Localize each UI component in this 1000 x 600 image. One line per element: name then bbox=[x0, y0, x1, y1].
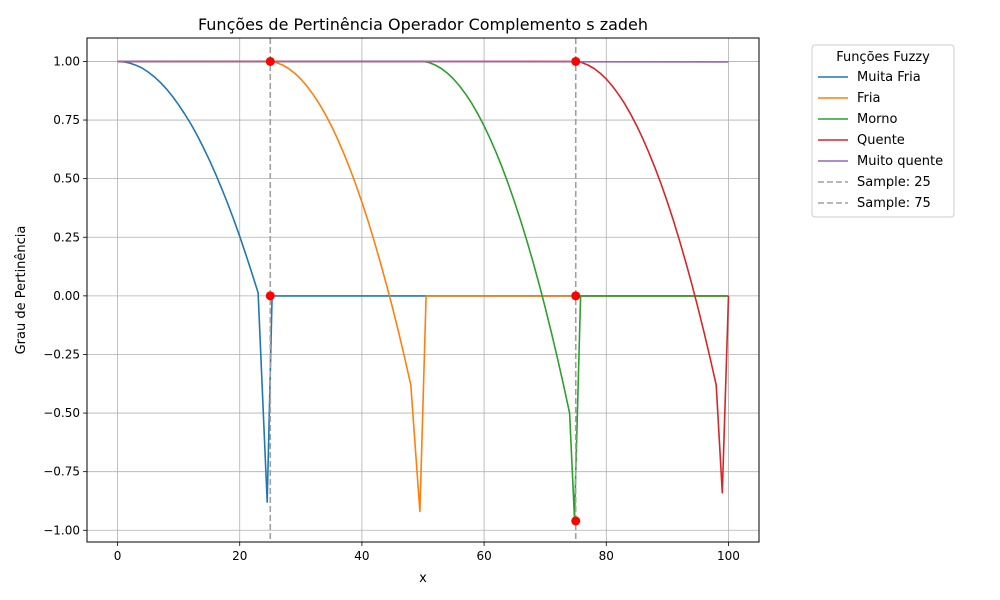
sample-point-marker bbox=[571, 56, 581, 66]
x-tick-label: 0 bbox=[114, 549, 122, 563]
legend-label: Quente bbox=[857, 133, 905, 148]
series-line-muita-fria bbox=[117, 60, 729, 503]
x-tick-label: 80 bbox=[599, 549, 614, 563]
y-tick-label: −0.50 bbox=[43, 406, 80, 420]
legend: Funções Fuzzy Muita FriaFriaMornoQuenteM… bbox=[811, 44, 955, 218]
y-tick-label: 0.50 bbox=[53, 172, 80, 186]
y-tick-label: 0.00 bbox=[53, 289, 80, 303]
legend-label: Muita Fria bbox=[857, 70, 921, 85]
x-tick-label: 100 bbox=[717, 549, 740, 563]
series-line-muito-quente bbox=[117, 60, 729, 63]
chart-title: Funções de Pertinência Operador Compleme… bbox=[198, 15, 648, 34]
series-group bbox=[117, 60, 730, 520]
legend-label: Muito quente bbox=[857, 154, 943, 169]
legend-label: Fria bbox=[857, 91, 880, 106]
sample-point-marker bbox=[571, 291, 581, 301]
legend-title: Funções Fuzzy bbox=[836, 50, 930, 65]
legend-label: Morno bbox=[857, 112, 898, 127]
sample-point-marker bbox=[265, 56, 275, 66]
y-axis-label: Grau de Pertinência bbox=[14, 226, 29, 355]
plot-frame bbox=[86, 37, 760, 543]
x-tick-label: 20 bbox=[232, 549, 247, 563]
series-line-quente bbox=[117, 60, 730, 494]
legend-box bbox=[811, 44, 955, 218]
y-tick-label: 0.75 bbox=[53, 113, 80, 127]
legend-items: Muita Fria Fria Morno Quente Muito quente Sam… bbox=[818, 70, 943, 211]
series-line-fria bbox=[117, 60, 729, 513]
y-tick-label: −0.75 bbox=[43, 465, 80, 479]
x-tick-label: 60 bbox=[476, 549, 491, 563]
x-axis-label: x bbox=[419, 571, 427, 586]
x-tick-label: 40 bbox=[354, 549, 369, 563]
y-tick-label: 1.00 bbox=[53, 54, 80, 68]
sample-point-marker bbox=[265, 291, 275, 301]
reference-lines bbox=[269, 38, 577, 542]
x-axis-ticks: 0 20 40 60 80 100 bbox=[114, 542, 740, 563]
y-tick-label: 0.25 bbox=[53, 230, 80, 244]
legend-label: Sample: 75 bbox=[857, 196, 931, 211]
y-tick-label: −1.00 bbox=[43, 523, 80, 537]
sample-point-marker bbox=[571, 516, 581, 526]
y-axis-ticks: −1.00 −0.75 −0.50 −0.25 0.00 0.25 0.50 0.75 1.00 bbox=[43, 54, 87, 537]
legend-label: Sample: 25 bbox=[857, 175, 931, 190]
sample-points bbox=[265, 56, 581, 526]
y-tick-label: −0.25 bbox=[43, 347, 80, 361]
series-line-morno bbox=[117, 60, 729, 520]
